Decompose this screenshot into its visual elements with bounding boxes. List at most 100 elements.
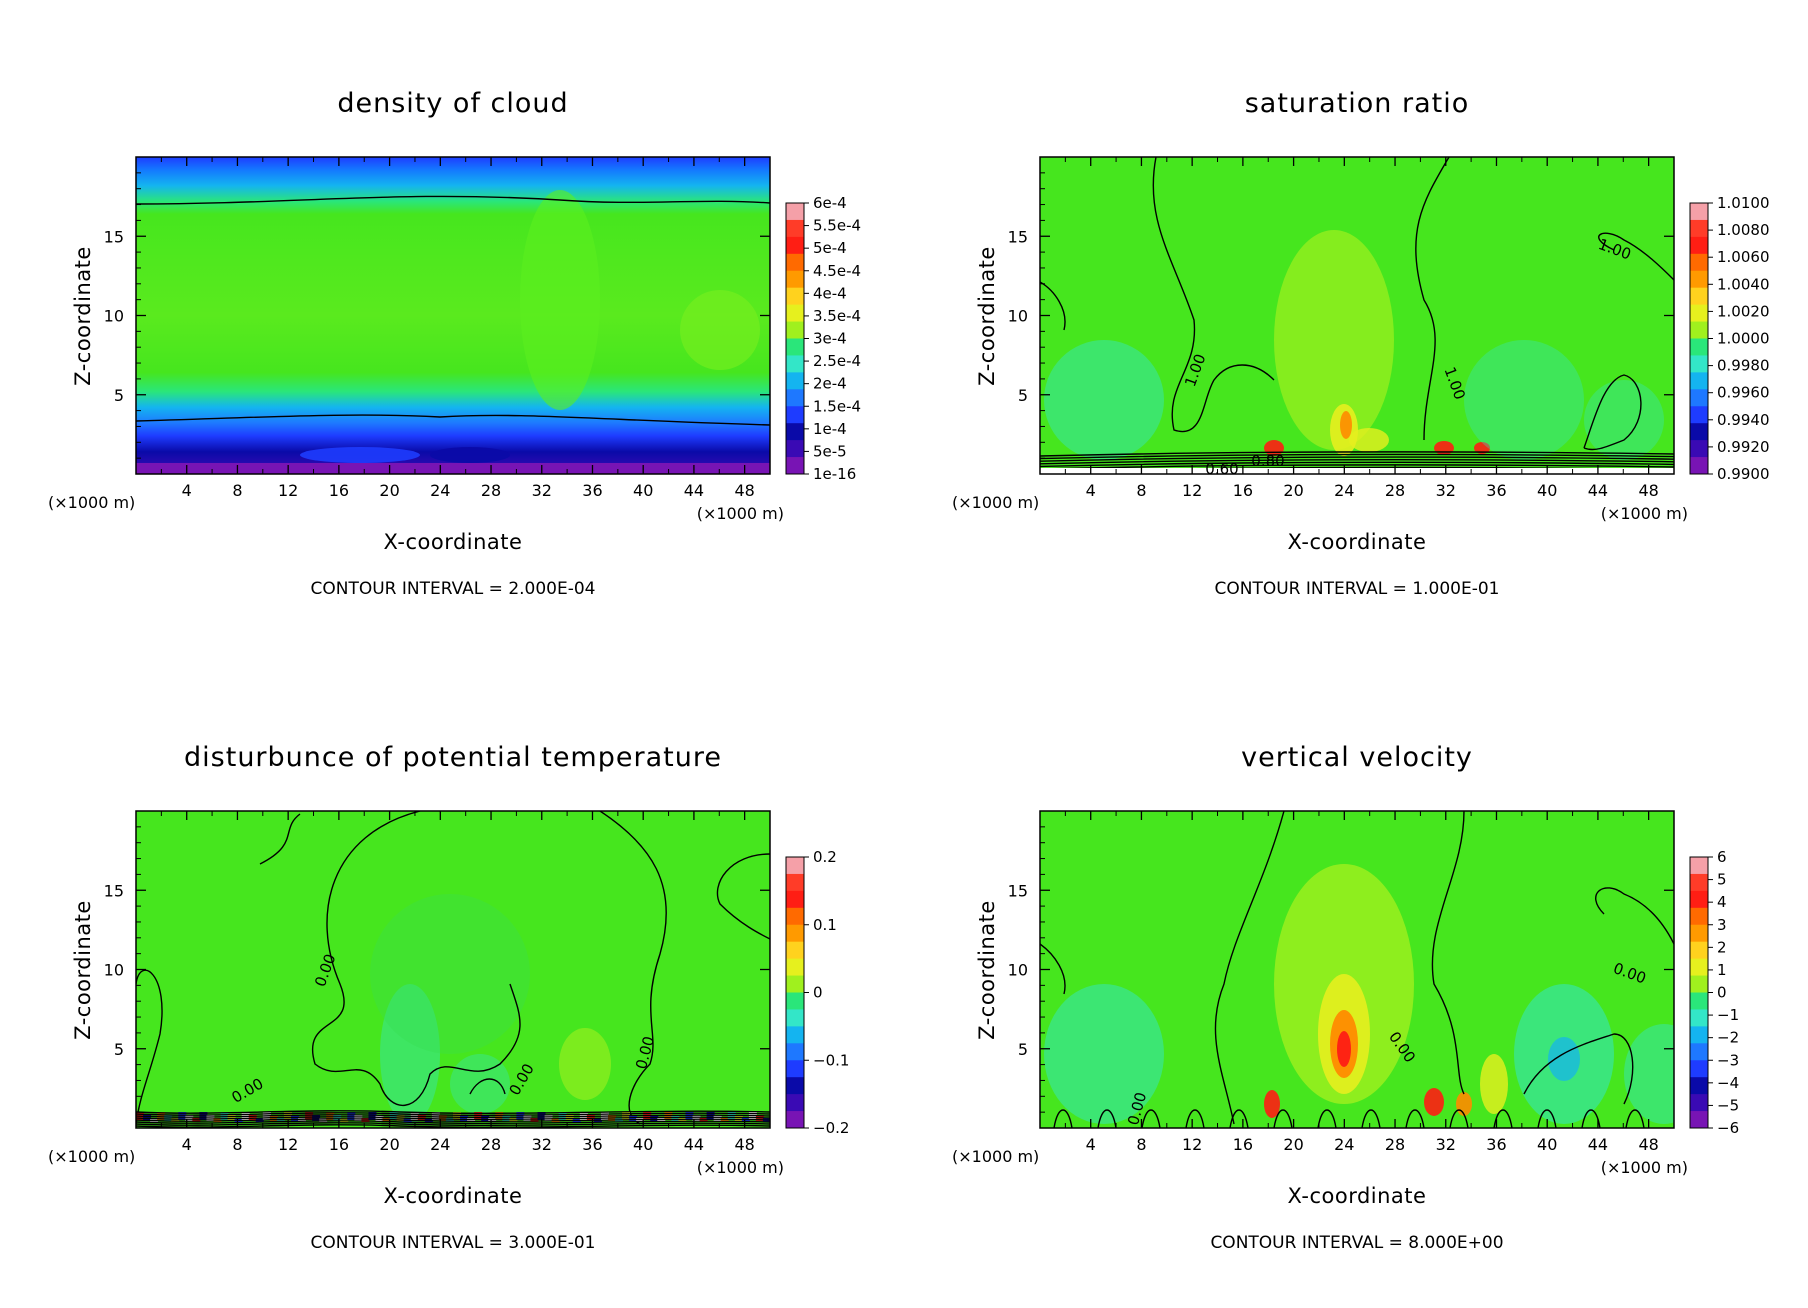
contour-line bbox=[469, 1078, 506, 1095]
colorbar-segment bbox=[786, 253, 804, 272]
surface-noise bbox=[340, 1118, 349, 1122]
contour-line bbox=[1040, 461, 1674, 468]
surface-noise bbox=[333, 1115, 342, 1121]
colorbar-segment bbox=[1690, 1043, 1708, 1061]
field-blob bbox=[1584, 380, 1664, 460]
x-tick-label: 36 bbox=[1486, 1135, 1506, 1154]
contour-upper bbox=[136, 195, 770, 205]
field-blob bbox=[1340, 411, 1352, 439]
field-blob bbox=[1044, 984, 1164, 1124]
surface-noise bbox=[298, 1118, 307, 1122]
surface-noise bbox=[326, 1112, 335, 1120]
colorbar-segment bbox=[1690, 338, 1708, 356]
colorbar-segment bbox=[1690, 389, 1708, 407]
surface-noise bbox=[438, 1115, 447, 1121]
surface-noise bbox=[157, 1112, 166, 1120]
y-tick-label: 10 bbox=[104, 961, 124, 980]
x-tick-label: 8 bbox=[232, 1135, 242, 1154]
colorbar-segment bbox=[786, 440, 804, 458]
colorbar-segment bbox=[786, 406, 804, 424]
colorbar-segment bbox=[1690, 287, 1708, 306]
surface-noise bbox=[213, 1118, 222, 1122]
y-tick-label: 5 bbox=[114, 386, 124, 405]
x-unit-left: (×1000 m) bbox=[952, 493, 1039, 512]
y-tick-label: 15 bbox=[104, 881, 124, 900]
y-axis-label: Z-coordinate bbox=[71, 900, 95, 1040]
chart-title: vertical velocity bbox=[1241, 742, 1473, 773]
x-tick-label: 32 bbox=[532, 481, 552, 500]
surface-noise bbox=[206, 1115, 215, 1121]
contour-line bbox=[1152, 157, 1275, 433]
x-tick-label: 20 bbox=[1283, 1135, 1303, 1154]
contour-line bbox=[1317, 1109, 1337, 1128]
surface-noise bbox=[368, 1112, 377, 1120]
x-tick-label: 8 bbox=[232, 481, 242, 500]
field-blob bbox=[1424, 1088, 1444, 1116]
x-unit-left: (×1000 m) bbox=[48, 493, 135, 512]
x-tick-label: 16 bbox=[1233, 481, 1253, 500]
colorbar-label: −1 bbox=[1717, 1006, 1739, 1024]
surface-noise bbox=[488, 1118, 497, 1122]
colorbar-segment bbox=[1690, 1077, 1708, 1095]
field-blob bbox=[559, 1028, 611, 1100]
colorbar-segment bbox=[1690, 1060, 1708, 1078]
x-tick-label: 12 bbox=[278, 1135, 298, 1154]
surface-noise bbox=[192, 1118, 201, 1122]
x-tick-label: 28 bbox=[481, 481, 501, 500]
contour-line bbox=[136, 1116, 770, 1120]
contour-line bbox=[1361, 1109, 1381, 1128]
colorbar-segment bbox=[1690, 372, 1708, 390]
colorbar-segment bbox=[786, 423, 804, 441]
field-blob bbox=[450, 1054, 510, 1114]
field-blob bbox=[1548, 1037, 1580, 1081]
chart-title: disturbunce of potential temperature bbox=[184, 742, 722, 773]
colorbar-segment bbox=[786, 287, 804, 306]
x-tick-label: 44 bbox=[1588, 1135, 1608, 1154]
y-tick-label: 10 bbox=[104, 307, 124, 326]
colorbar-segment bbox=[1690, 321, 1708, 339]
contour-line bbox=[1053, 1109, 1073, 1128]
field-blob bbox=[430, 447, 510, 463]
x-tick-label: 16 bbox=[329, 1135, 349, 1154]
colorbar-label: 0 bbox=[813, 984, 823, 1002]
colorbar-segment bbox=[1690, 907, 1708, 926]
y-tick-label: 15 bbox=[1008, 881, 1028, 900]
field-blob bbox=[1337, 1031, 1351, 1067]
colorbar-segment bbox=[1690, 857, 1708, 875]
surface-noise bbox=[305, 1112, 314, 1120]
x-tick-label: 40 bbox=[633, 1135, 653, 1154]
contour-line bbox=[1598, 232, 1674, 281]
surface-noise bbox=[516, 1112, 525, 1120]
contour-line bbox=[1273, 1109, 1293, 1128]
plot-area bbox=[1040, 157, 1674, 474]
colorbar-segment bbox=[1690, 1009, 1708, 1027]
colorbar-segment bbox=[786, 1077, 804, 1095]
colorbar-segment bbox=[786, 1111, 804, 1129]
x-tick-label: 44 bbox=[684, 481, 704, 500]
colorbar-segment bbox=[786, 203, 804, 221]
colorbar-label: 4.5e-4 bbox=[813, 262, 861, 280]
surface-noise bbox=[445, 1118, 454, 1122]
y-axis-label: Z-coordinate bbox=[975, 246, 999, 386]
surface-noise bbox=[199, 1112, 208, 1120]
x-tick-label: 8 bbox=[1136, 481, 1146, 500]
surface-noise bbox=[509, 1118, 518, 1122]
colorbar-segment bbox=[1690, 958, 1708, 977]
x-tick-label: 8 bbox=[1136, 1135, 1146, 1154]
contour-line bbox=[259, 813, 301, 865]
colorbar-segment bbox=[1690, 924, 1708, 943]
surface-noise bbox=[185, 1115, 194, 1121]
contour-line bbox=[1040, 456, 1674, 462]
colorbar-label: 1e-16 bbox=[813, 465, 856, 483]
colorbar-segment bbox=[1690, 219, 1708, 238]
colorbar-segment bbox=[1690, 941, 1708, 960]
field-blob bbox=[1464, 340, 1584, 460]
colorbar-label: 5 bbox=[1717, 871, 1727, 889]
surface-noise bbox=[431, 1112, 440, 1120]
colorbar-label: 0.9940 bbox=[1717, 411, 1770, 429]
colorbar-segment bbox=[786, 1060, 804, 1078]
contour-line bbox=[1523, 1033, 1634, 1105]
field-blob bbox=[1349, 428, 1389, 452]
y-tick-label: 10 bbox=[1008, 307, 1028, 326]
contour-line bbox=[1583, 374, 1642, 451]
